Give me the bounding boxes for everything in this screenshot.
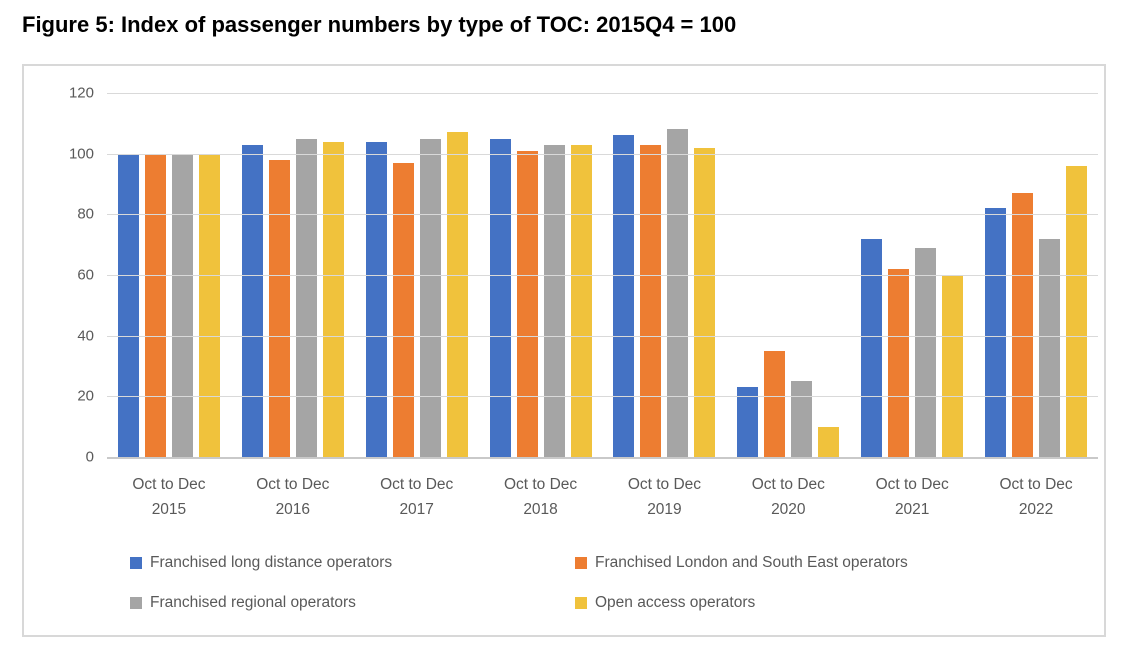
bar-group <box>231 93 355 457</box>
bar <box>365 141 387 457</box>
bar <box>667 129 689 457</box>
x-axis-tick-label: Oct to Dec 2016 <box>231 472 355 522</box>
x-axis-tick-label: Oct to Dec 2019 <box>603 472 727 522</box>
bar <box>861 238 883 457</box>
x-axis-tick-line1: Oct to Dec <box>751 476 825 493</box>
bar <box>295 138 317 457</box>
x-axis-tick-label: Oct to Dec 2018 <box>479 472 603 522</box>
legend-label: Franchised long distance operators <box>150 554 393 571</box>
legend-label: Open access operators <box>595 594 756 611</box>
gridline <box>107 153 1098 155</box>
bar <box>419 138 441 457</box>
legend-label: Franchised regional operators <box>150 594 356 611</box>
x-axis-tick-label: Oct to Dec 2015 <box>107 472 231 522</box>
gridline <box>107 275 1098 276</box>
bar <box>117 153 139 457</box>
bar <box>818 426 840 457</box>
bar <box>198 153 220 457</box>
x-axis-tick-line2: 2017 <box>399 501 434 518</box>
bar <box>613 135 635 457</box>
bar <box>570 144 592 457</box>
legend-swatch <box>130 557 142 569</box>
bar <box>144 153 166 457</box>
x-axis-tick-line1: Oct to Dec <box>999 476 1073 493</box>
y-axis-tick-label: 40 <box>77 327 94 345</box>
bar <box>640 144 662 457</box>
bar <box>543 144 565 457</box>
bar-group <box>107 93 231 457</box>
y-axis-tick-label: 80 <box>77 205 94 223</box>
bar <box>171 153 193 457</box>
bar <box>1039 238 1061 457</box>
bar <box>888 268 910 457</box>
x-axis-tick-line2: 2018 <box>523 501 558 518</box>
legend-item: Franchised London and South East operato… <box>575 554 908 572</box>
bar-group <box>479 93 603 457</box>
bars-row <box>107 93 1098 457</box>
x-axis-labels: Oct to Dec 2015 Oct to Dec 2016 Oct to Dec 20… <box>107 472 1098 522</box>
bar <box>1012 193 1034 457</box>
plot-area: 0 20 40 60 80 100 120 <box>69 85 1098 466</box>
bar <box>322 141 344 457</box>
x-axis-tick-line1: Oct to Dec <box>627 476 702 493</box>
bar <box>985 208 1007 457</box>
legend-item: Franchised regional operators <box>130 594 575 612</box>
bar <box>392 162 414 457</box>
x-axis-tick-line1: Oct to Dec <box>875 476 949 493</box>
bar <box>1066 165 1088 457</box>
chart-panel: 0 20 40 60 80 100 120 Oct to Dec 2015 Oct to Dec… <box>22 64 1106 637</box>
y-axis-tick-label: 100 <box>68 145 94 163</box>
bar-group <box>850 93 974 457</box>
bar-group <box>974 93 1098 457</box>
y-axis-tick-label: 60 <box>77 266 94 284</box>
x-axis-tick-label: Oct to Dec 2017 <box>355 472 479 522</box>
bar <box>942 275 964 457</box>
legend-swatch <box>130 597 142 609</box>
bar-group <box>603 93 727 457</box>
legend-item: Open access operators <box>575 594 908 612</box>
x-axis-tick-label: Oct to Dec 2021 <box>850 472 974 522</box>
x-axis-tick-label: Oct to Dec 2022 <box>974 472 1098 522</box>
bar <box>737 387 759 457</box>
x-axis-tick-line1: Oct to Dec <box>380 476 454 493</box>
bar <box>268 159 290 457</box>
gridline <box>107 93 1098 94</box>
bar <box>516 150 538 457</box>
figure-title: Figure 5: Index of passenger numbers by … <box>22 12 737 37</box>
bar <box>791 381 813 457</box>
x-axis-tick-line2: 2015 <box>151 501 187 518</box>
x-axis-tick-line1: Oct to Dec <box>256 476 330 493</box>
x-axis-tick-label: Oct to Dec 2020 <box>726 472 850 522</box>
x-axis-tick-line2: 2016 <box>275 501 311 518</box>
x-axis-tick-line2: 2019 <box>647 501 682 518</box>
x-axis-tick-line2: 2022 <box>1018 501 1054 518</box>
legend-item: Franchised long distance operators <box>130 554 575 572</box>
legend-swatch <box>575 557 587 569</box>
bar <box>489 138 511 457</box>
bar-group <box>355 93 479 457</box>
gridline <box>107 214 1098 216</box>
bar <box>446 132 468 457</box>
x-axis-tick-line2: 2021 <box>894 501 930 518</box>
gridline <box>107 335 1098 337</box>
bar-group <box>726 93 850 457</box>
legend-swatch <box>575 597 587 609</box>
y-axis-tick-label: 120 <box>68 84 94 102</box>
y-axis-tick-label: 20 <box>77 387 94 405</box>
gridline <box>107 396 1098 398</box>
legend-label: Franchised London and South East operato… <box>595 554 908 571</box>
x-axis-tick-line1: Oct to Dec <box>132 476 206 493</box>
bar <box>764 350 786 457</box>
bar <box>915 247 937 457</box>
bar <box>241 144 263 457</box>
bar <box>694 147 716 457</box>
y-axis-tick-label: 0 <box>85 448 94 466</box>
x-axis-tick-line1: Oct to Dec <box>503 476 578 493</box>
chart-legend: Franchised long distance operators Franch… <box>130 554 908 612</box>
x-axis-tick-line2: 2020 <box>771 501 806 518</box>
